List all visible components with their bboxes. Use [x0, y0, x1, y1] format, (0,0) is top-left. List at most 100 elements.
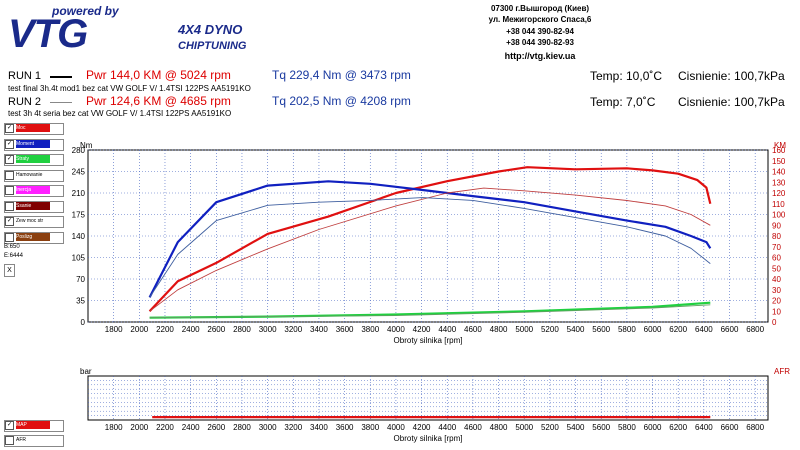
- x-tick-label: 6000: [644, 423, 662, 432]
- y-right-axis-label: KM: [774, 141, 786, 150]
- y-right-tick-label: 40: [772, 275, 781, 284]
- y-right-tick-label: 130: [772, 178, 786, 187]
- legend-item-straty[interactable]: ✓ Straty: [4, 154, 64, 166]
- legend-item-inercja[interactable]: Inercja: [4, 185, 64, 197]
- x-tick-label: 2000: [130, 423, 148, 432]
- x-tick-label: 5200: [541, 423, 559, 432]
- x-tick-label: 2200: [156, 423, 174, 432]
- address-line-3: +38 044 390-82-94: [506, 27, 574, 36]
- run2-pressure: Cisnienie: 100,7kPa: [678, 95, 785, 109]
- y-right-tick-label: 20: [772, 297, 781, 306]
- y-right-tick-label: 100: [772, 211, 786, 220]
- powered-by-text: powered by: [52, 4, 119, 18]
- y-right-tick-label: 110: [772, 200, 785, 209]
- legend-item-poslizg[interactable]: Poslizg: [4, 231, 64, 244]
- legend-checkbox[interactable]: ✓: [5, 155, 14, 164]
- legend-checkbox[interactable]: [5, 232, 14, 242]
- x-tick-label: 6200: [669, 325, 687, 334]
- run2-power: Pwr 124,6 KM @ 4685 rpm: [86, 94, 231, 108]
- series-moc-run1: [148, 166, 712, 313]
- run1-pressure: Cisnienie: 100,7kPa: [678, 69, 785, 83]
- y-left-tick-label: 175: [72, 211, 86, 220]
- tagline-chiptuning: CHIPTUNING: [178, 40, 247, 52]
- run2-label: RUN 2: [8, 96, 42, 108]
- x-tick-label: 6200: [669, 423, 687, 432]
- x-tick-label: 6400: [695, 423, 713, 432]
- address-line-2: ул. Межигорского Спаса,6: [488, 15, 592, 24]
- x-tick-label: 3600: [336, 423, 354, 432]
- brand-logo: VTG: [8, 12, 88, 56]
- run1-torque: Tq 229,4 Nm @ 3473 rpm: [272, 68, 411, 82]
- address-url[interactable]: http://vtg.kiev.ua: [504, 51, 576, 61]
- legend-item-zew-moc-str[interactable]: ✓ Zew moc str: [4, 216, 64, 228]
- legend-label: Poslizg: [16, 232, 50, 241]
- x-tick-label: 4800: [490, 423, 508, 432]
- x-tick-label: 3000: [259, 423, 277, 432]
- x-axis-label: Obroty silnika [rpm]: [394, 336, 463, 345]
- x-tick-label: 6800: [746, 325, 764, 334]
- y-right-tick-label: 0: [772, 318, 777, 327]
- x-tick-label: 2600: [207, 325, 225, 334]
- y-right-tick-label: 120: [772, 189, 786, 198]
- x-tick-label: 2000: [130, 325, 148, 334]
- legend-checkbox[interactable]: [5, 186, 14, 195]
- legend-checkbox[interactable]: ✓: [5, 421, 14, 430]
- y-right-tick-label: 70: [772, 243, 781, 252]
- map-afr-chart: 1800 2000 2200 2400 2600 2800 3000 3200 3400 3600…: [80, 367, 790, 443]
- legend-checkbox[interactable]: [5, 201, 14, 211]
- run1-power: Pwr 144,0 KM @ 5024 rpm: [86, 68, 231, 82]
- y-left-tick-label: 140: [72, 232, 86, 241]
- legend-checkbox[interactable]: [5, 170, 14, 180]
- legend-checkbox[interactable]: ✓: [5, 139, 14, 149]
- y-left-tick-label: 0: [81, 318, 86, 327]
- y-right-tick-label: 30: [772, 286, 781, 295]
- run2-torque: Tq 202,5 Nm @ 4208 rpm: [272, 94, 411, 108]
- legend-checkbox[interactable]: [5, 436, 14, 445]
- run1-description: test final 3h.4t mod1 bez cat VW GOLF V/…: [8, 84, 251, 93]
- legend-label: Ssanie: [16, 201, 50, 210]
- legend-item-ssanie[interactable]: Ssanie: [4, 200, 64, 213]
- legend-label: Inercja: [16, 186, 50, 194]
- x-tick-label: 6000: [644, 325, 662, 334]
- x-tick-label: 2600: [207, 423, 225, 432]
- x-tick-label: 5400: [567, 325, 585, 334]
- x-tick-label: 2400: [182, 423, 200, 432]
- legend-item-moment[interactable]: ✓ Moment: [4, 138, 64, 151]
- x-tick-label: 5800: [618, 423, 636, 432]
- legend-checkbox[interactable]: ✓: [5, 217, 14, 226]
- legend-item-moc[interactable]: ✓ Moc: [4, 123, 64, 135]
- x-tick-label: 1800: [105, 325, 123, 334]
- legend-checkbox[interactable]: ✓: [5, 124, 14, 133]
- legend-label: Moment: [16, 139, 50, 148]
- legend-item-map[interactable]: ✓ MAP: [4, 420, 64, 432]
- x-tick-label: 6600: [721, 325, 739, 334]
- y-right-tick-label: 160: [772, 146, 786, 155]
- x-tick-label: 5600: [592, 325, 610, 334]
- run1-temp: Temp: 10,0˚C: [590, 69, 663, 83]
- side-info-b: B:650: [4, 244, 20, 250]
- y-right-tick-label: 140: [772, 168, 786, 177]
- series-straty-run2: [149, 304, 711, 319]
- y-left-axis-label: Nm: [80, 141, 93, 150]
- y-left-axis-label: bar: [80, 367, 92, 376]
- y-right-axis-label: AFR: [774, 367, 790, 376]
- legend-item-afr[interactable]: AFR: [4, 435, 64, 447]
- legend-label: Moc: [16, 124, 50, 132]
- run2-line-swatch: [50, 102, 72, 103]
- close-button[interactable]: X: [4, 264, 15, 277]
- y-left-tick-label: 280: [72, 146, 86, 155]
- legend-item-hamowanie[interactable]: Hamowanie: [4, 169, 64, 182]
- legend-label: MAP: [16, 421, 50, 429]
- x-tick-label: 5400: [567, 423, 585, 432]
- x-tick-label: 5200: [541, 325, 559, 334]
- x-tick-label: 2800: [233, 325, 251, 334]
- x-tick-label: 1800: [105, 423, 123, 432]
- y-right-tick-label: 60: [772, 254, 781, 263]
- x-tick-label: 4200: [413, 423, 431, 432]
- y-left-tick-label: 70: [76, 275, 85, 284]
- y-right-tick-label: 150: [772, 157, 786, 166]
- y-right-tick-label: 10: [772, 307, 781, 316]
- x-tick-label: 4600: [464, 325, 482, 334]
- side-info-e: E:6444: [4, 253, 24, 259]
- x-tick-label: 3400: [310, 423, 328, 432]
